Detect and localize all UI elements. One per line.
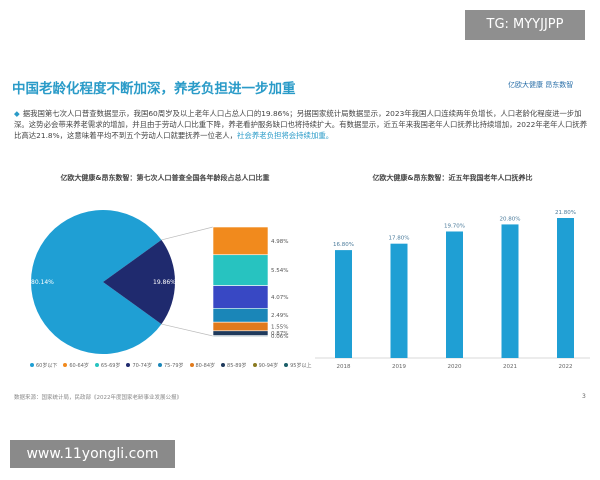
body-highlight: 社会养老负担将会持续加重。 — [237, 131, 334, 140]
breakdown-segment — [212, 226, 269, 256]
bar-chart: 16.80% 2018 17.80% 2019 19.70% 2020 20.80% 2021… — [315, 210, 590, 370]
breakdown-label: 0.06% — [271, 334, 288, 340]
bar-value-label: 21.80% — [555, 210, 576, 216]
breakdown-label: 0.87% — [271, 331, 288, 337]
legend-item: 80-84岁 — [189, 362, 215, 369]
legend-swatch — [94, 363, 99, 367]
x-tick-label: 2022 — [559, 364, 573, 370]
bar-chart-title: 亿欧大健康&昂东数智：近五年我国老年人口抚养比 — [372, 174, 533, 182]
x-tick-label: 2021 — [503, 364, 517, 370]
legend-swatch — [63, 363, 68, 367]
bar — [335, 250, 352, 358]
body-text: 据我国第七次人口普查数据显示，我国60周岁及以上老年人口占总人口的19.86%；… — [14, 109, 588, 140]
bar — [390, 243, 408, 358]
site-watermark: www.11yongli.com — [10, 440, 175, 468]
breakdown-segment — [212, 321, 269, 332]
legend-swatch — [126, 363, 131, 367]
breakdown-segment — [212, 330, 269, 336]
breakdown-label: 1.55% — [271, 324, 288, 330]
pie-label: 80.14% — [31, 279, 54, 286]
breakdown-label: 4.07% — [271, 295, 288, 301]
pie-slice — [31, 210, 162, 354]
pie-chart: 80.14% 19.86% 4.98% 5.54% 4.07% 2.49% 1.55%0.8… — [31, 210, 288, 354]
connector-line — [161, 323, 214, 337]
pie-slice — [103, 239, 176, 325]
tg-watermark: TG: MYYJJPP — [465, 10, 585, 40]
diamond-bullet-icon: ◆ — [14, 109, 20, 118]
breakdown-label: 2.49% — [271, 313, 288, 319]
legend-swatch — [252, 363, 257, 367]
bar-value-label: 20.80% — [500, 216, 521, 222]
legend-swatch — [221, 363, 226, 367]
bar — [446, 231, 463, 358]
breakdown-label: 5.54% — [271, 268, 288, 274]
legend-item: 60-64岁 — [63, 362, 89, 369]
x-tick-label: 2019 — [392, 364, 406, 370]
breakdown-segment — [212, 308, 269, 323]
bar — [557, 218, 574, 358]
legend-swatch — [30, 363, 34, 367]
legend-item: 95岁以上 — [284, 362, 311, 369]
legend-item: 60岁以下 — [30, 362, 57, 369]
pie-chart-title: 亿欧大健康&昂东数智：第七次人口普查全国各年龄段占总人口比重 — [60, 174, 270, 182]
body-paragraph: ◆ 据我国第七次人口普查数据显示，我国60周岁及以上老年人口占总人口的19.86%… — [14, 108, 589, 141]
breakdown-segment — [212, 254, 269, 286]
legend-item: 70-74岁 — [126, 362, 152, 369]
bar-value-label: 17.80% — [389, 236, 410, 242]
page-title: 中国老龄化程度不断加深，养老负担进一步加重 — [12, 81, 296, 97]
logo: 亿欧大健康 昂东数智 — [508, 81, 574, 89]
x-tick-label: 2018 — [337, 364, 351, 370]
bar-value-label: 19.70% — [444, 223, 465, 229]
page-number: 3 — [582, 393, 586, 400]
bar — [501, 224, 519, 358]
bar-value-label: 16.80% — [333, 242, 354, 248]
breakdown-label: 4.98% — [271, 239, 288, 245]
legend-swatch — [284, 363, 289, 367]
breakdown-segment — [212, 285, 269, 309]
x-tick-label: 2020 — [448, 364, 462, 370]
legend-item: 85-89岁 — [221, 362, 247, 369]
pie-label: 19.86% — [153, 279, 176, 286]
breakdown-segment — [212, 335, 269, 337]
legend-item: 65-69岁 — [94, 362, 120, 369]
legend-swatch — [189, 363, 194, 367]
data-source: 数据来源：国家统计局，民政部《2022年度国家老龄事业发展公报》 — [14, 395, 182, 401]
pie-legend: 60岁以下 60-64岁 65-69岁 70-74岁 75-79岁 80-84岁 85-89… — [30, 362, 311, 369]
connector-line — [161, 226, 214, 241]
legend-item: 75-79岁 — [157, 362, 184, 369]
legend-swatch — [157, 363, 162, 367]
legend-item: 90-94岁 — [252, 362, 278, 369]
